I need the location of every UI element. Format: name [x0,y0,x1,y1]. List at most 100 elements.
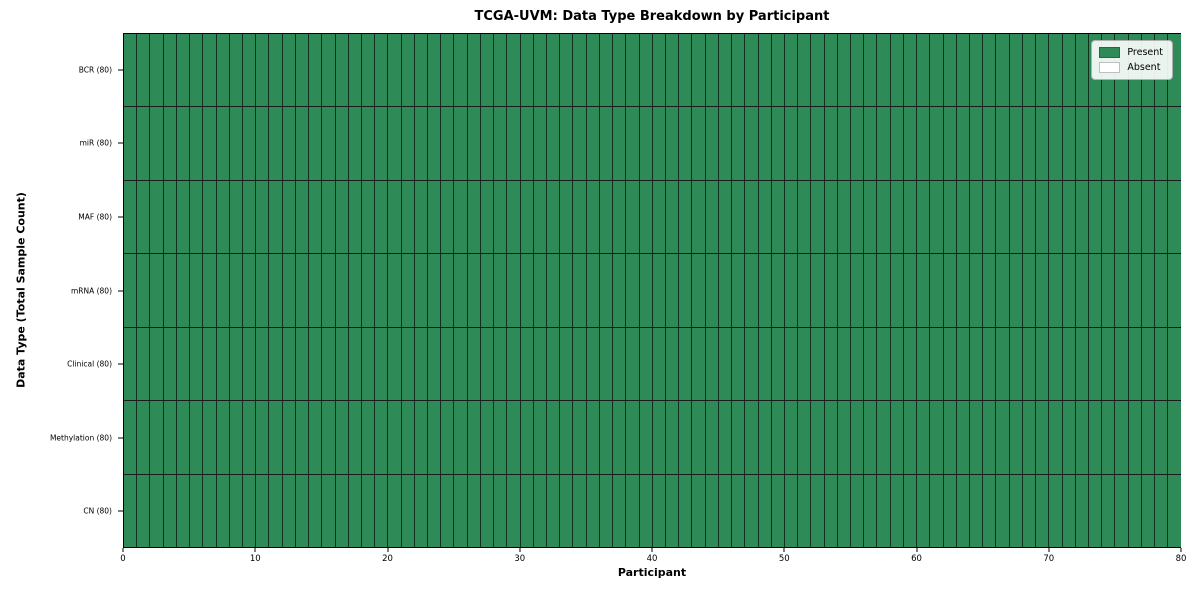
heatmap-cell [824,401,838,474]
heatmap-cell [229,107,243,180]
heatmap-cell [1009,474,1023,547]
heatmap-cell [269,254,283,327]
heatmap-cell [467,107,481,180]
heatmap-cell [943,34,957,107]
heatmap-cell [798,474,812,547]
heatmap-cell [335,34,349,107]
heatmap-cell [533,107,547,180]
x-tick-mark [1180,548,1182,552]
heatmap-cell [242,474,257,547]
heatmap-cell [573,474,587,547]
heatmap-cell [1155,107,1169,180]
heatmap-cell [494,254,508,327]
heatmap-cell [613,34,627,107]
heatmap-cell [375,401,389,474]
x-tick-label: 30 [514,554,526,564]
y-tick-mark [118,437,123,439]
heatmap-cell [480,327,495,401]
heatmap-cell [150,180,164,254]
heatmap-cell [705,401,719,474]
heatmap-cell [824,327,838,401]
heatmap-cell [1168,254,1181,327]
heatmap-cell [282,34,296,107]
heatmap-cell [718,254,733,327]
heatmap-cell [970,34,984,107]
heatmap-cell [295,107,310,180]
heatmap-cell [560,474,574,547]
heatmap-cell [309,401,323,474]
heatmap-cell [216,327,230,401]
heatmap-cell [626,474,640,547]
heatmap-cell [613,107,627,180]
heatmap-cell [441,254,455,327]
heatmap-cell [322,180,336,254]
heatmap-cell [216,474,230,547]
heatmap-cell [1036,34,1050,107]
heatmap-cell [943,327,957,401]
heatmap-cell [256,107,270,180]
heatmap-cell [242,180,257,254]
heatmap-cell [203,254,217,327]
heatmap-cell [877,401,891,474]
heatmap-cell [388,107,402,180]
heatmap-cell [665,401,680,474]
heatmap-cell [639,327,653,401]
heatmap-cell [150,474,164,547]
heatmap-cell [811,180,825,254]
y-tick-label: mRNA (80) [70,286,112,295]
heatmap-cell [1141,254,1156,327]
heatmap-cell [917,401,931,474]
heatmap-cell [599,327,614,401]
heatmap-cell [1009,401,1023,474]
heatmap-cell [1049,474,1063,547]
heatmap-cell [639,34,653,107]
heatmap-cell [692,180,706,254]
heatmap-cell [216,180,230,254]
heatmap-cell [692,474,706,547]
heatmap-cell [970,474,984,547]
heatmap-cell [414,327,429,401]
heatmap-cell [388,474,402,547]
heatmap-cell [242,34,257,107]
heatmap-cell [586,401,600,474]
heatmap-cell [203,34,217,107]
heatmap-cell [665,180,680,254]
heatmap-cell [758,401,772,474]
heatmap-cell [203,180,217,254]
heatmap-cell [586,474,600,547]
heatmap-cell [1128,401,1142,474]
heatmap-cell [414,34,429,107]
heatmap-cell [375,254,389,327]
heatmap-cell [784,107,799,180]
heatmap-cell [137,180,151,254]
heatmap-grid [123,33,1181,548]
legend-item: Present [1099,47,1163,58]
heatmap-cell [1102,180,1116,254]
x-tick-mark [519,548,521,552]
heatmap-cell [811,254,825,327]
heatmap-cell [864,107,878,180]
heatmap-cell [1022,401,1037,474]
heatmap-cell [520,180,534,254]
heatmap-cell [494,107,508,180]
heatmap-cell [745,327,759,401]
heatmap-cell [599,474,614,547]
heatmap-cell [547,474,561,547]
heatmap-cell [137,474,151,547]
heatmap-cell [414,254,429,327]
heatmap-cell [890,180,904,254]
heatmap-cell [930,401,944,474]
y-tick-mark [118,290,123,291]
heatmap-cell [335,107,349,180]
heatmap-cell [1088,254,1103,327]
heatmap-cell [864,401,878,474]
y-tick-mark [118,363,123,365]
heatmap-cell [242,327,257,401]
heatmap-cell [322,254,336,327]
heatmap-cell [375,474,389,547]
x-tick-mark [916,548,917,552]
heatmap-cell [811,401,825,474]
heatmap-cell [1115,474,1129,547]
heatmap-cell [613,327,627,401]
heatmap-cell [956,107,970,180]
